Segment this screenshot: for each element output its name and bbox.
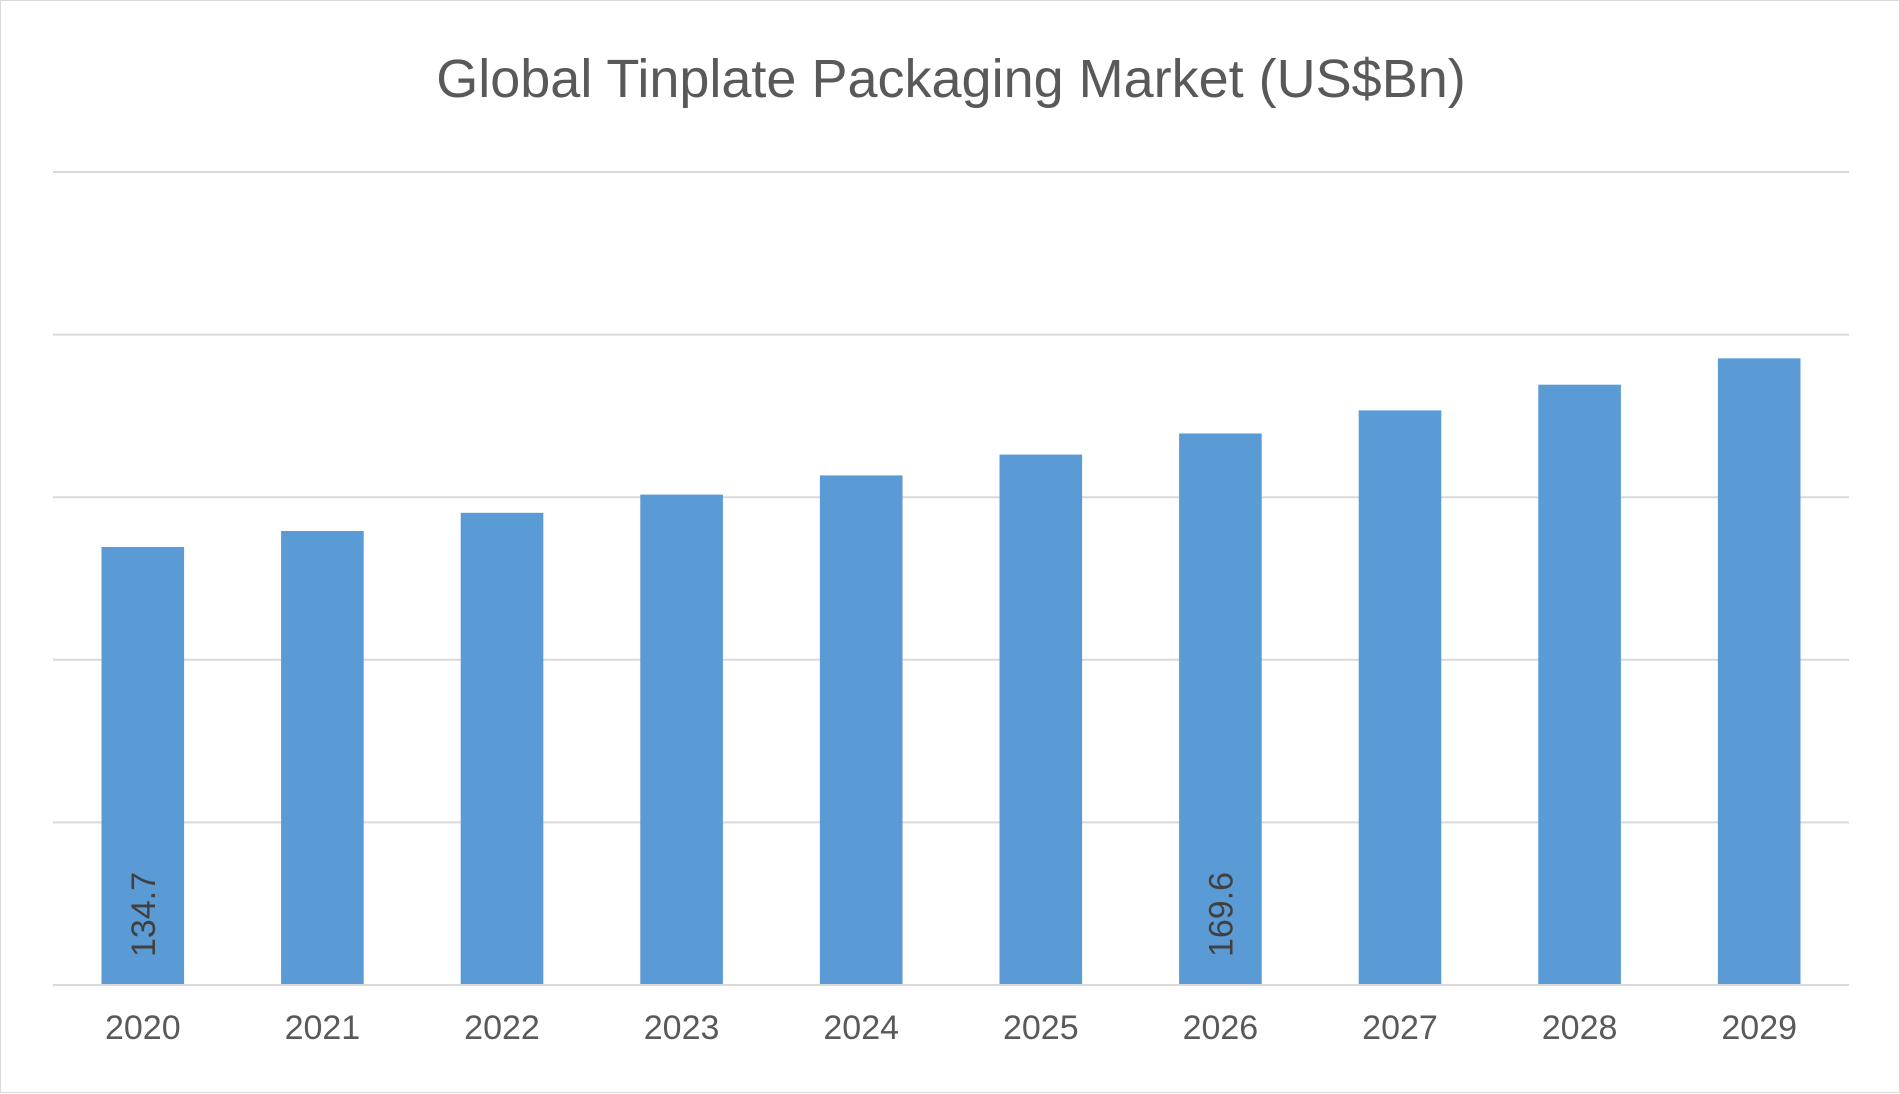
bar-2029 xyxy=(1717,358,1801,985)
data-labels: 134.7 169.6 xyxy=(125,872,1241,957)
bar-2026 xyxy=(1179,433,1262,985)
bar-2023 xyxy=(640,494,723,985)
x-tick-label: 2023 xyxy=(644,1009,720,1047)
bar-2020 xyxy=(101,546,185,985)
x-tick-labels: 2020 2021 2022 2023 2024 2025 2026 2027 2028 2029 xyxy=(105,1009,1797,1047)
x-tick-label: 2021 xyxy=(285,1009,361,1047)
bar-2022 xyxy=(460,512,544,985)
x-tick-label: 2024 xyxy=(823,1009,899,1047)
x-tick-label: 2025 xyxy=(1003,1009,1079,1047)
x-tick-label: 2022 xyxy=(464,1009,540,1047)
bar-2027 xyxy=(1358,410,1442,986)
bars xyxy=(101,358,1801,986)
x-tick-label: 2027 xyxy=(1362,1009,1438,1047)
bar-2021 xyxy=(281,531,364,985)
x-tick-label: 2026 xyxy=(1183,1009,1259,1047)
bar-2025 xyxy=(999,454,1083,986)
bar-2028 xyxy=(1538,384,1621,985)
x-tick-label: 2020 xyxy=(105,1009,181,1047)
x-tick-label: 2028 xyxy=(1542,1009,1618,1047)
x-tick-label: 2029 xyxy=(1721,1009,1797,1047)
chart-title: Global Tinplate Packaging Market (US$Bn) xyxy=(436,49,1466,109)
data-label-2026: 169.6 xyxy=(1202,872,1240,957)
bar-2024 xyxy=(819,475,903,985)
data-label-2020: 134.7 xyxy=(125,872,163,957)
